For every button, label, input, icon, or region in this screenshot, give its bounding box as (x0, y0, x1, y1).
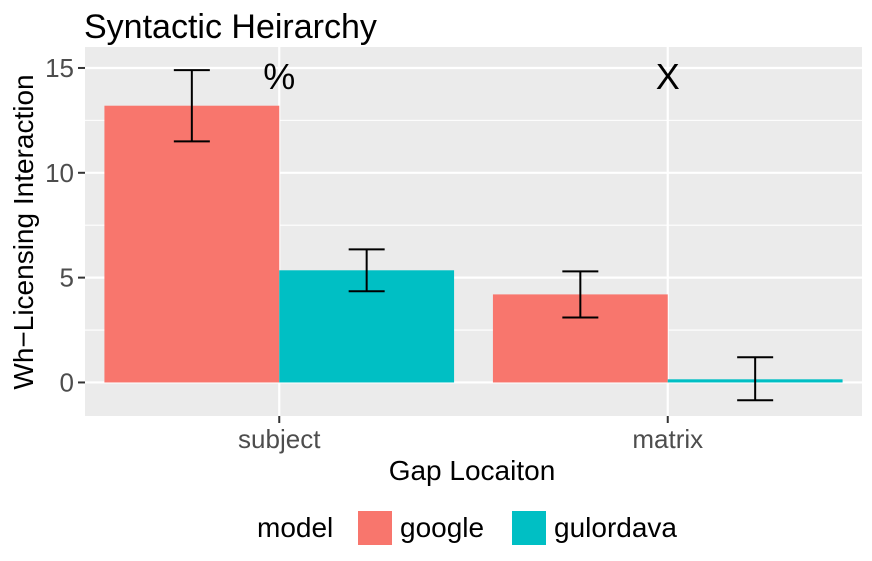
legend-title: model (257, 512, 333, 543)
errorbar-gulordava-subject (348, 248, 385, 293)
x-tick-label-subject: subject (238, 424, 321, 454)
annotation-matrix: X (656, 56, 680, 97)
y-tick-label: 10 (45, 158, 74, 188)
y-axis-title: Wh−Licensing Interaction (8, 74, 39, 389)
x-tick-label-matrix: matrix (632, 424, 703, 454)
y-axis: 0 5 10 15 (45, 53, 85, 397)
x-axis: subject matrix (238, 416, 703, 454)
legend-key-gulordava (512, 511, 546, 545)
x-axis-title: Gap Locaiton (389, 455, 556, 486)
bar-google-subject (104, 105, 280, 383)
legend-key-google (358, 511, 392, 545)
y-tick-label: 5 (60, 263, 74, 293)
legend: model google gulordava (257, 511, 677, 545)
annotations: % X (263, 56, 680, 97)
annotation-subject: % (263, 56, 295, 97)
legend-label-google: google (400, 512, 484, 543)
y-tick-label: 15 (45, 53, 74, 83)
errorbar-google-subject (173, 69, 210, 143)
bars (104, 105, 843, 383)
errorbar-gulordava-matrix (737, 356, 774, 402)
errorbar-google-matrix (562, 270, 599, 319)
legend-label-gulordava: gulordava (554, 512, 677, 543)
y-tick-label: 0 (60, 367, 74, 397)
chart-title: Syntactic Heirarchy (84, 8, 377, 46)
error-bars (173, 69, 774, 402)
